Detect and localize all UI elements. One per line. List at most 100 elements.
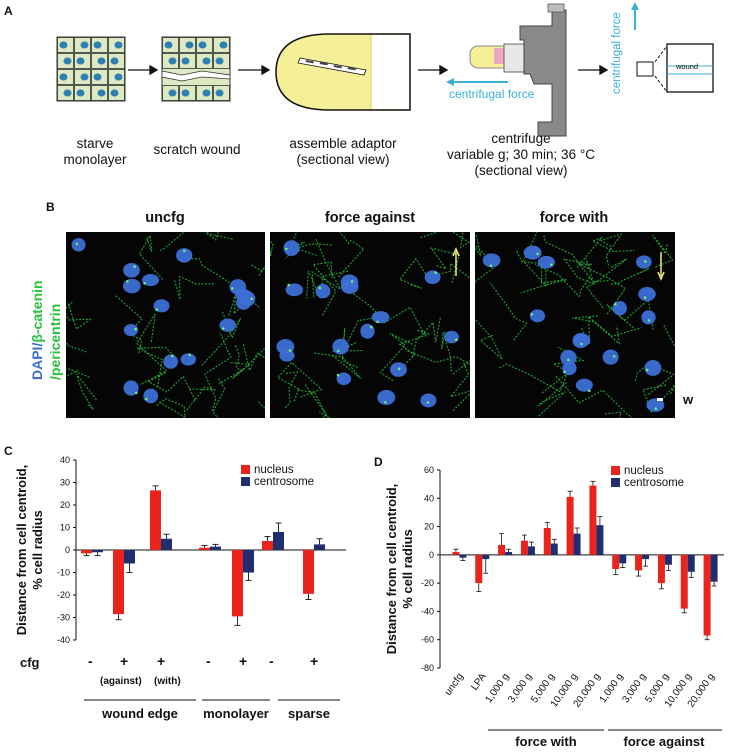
pericentrin-dot [231, 287, 234, 290]
nucleus-bar [232, 550, 243, 617]
beta-catenin-membrane [242, 344, 265, 373]
cfg-sign: - [88, 653, 93, 669]
nucleus-bar [150, 490, 161, 550]
dapi-nucleus [180, 353, 197, 366]
y-tick-label: -20 [421, 578, 434, 588]
nucleus-bar [589, 485, 597, 555]
pericentrin-dot [489, 264, 493, 267]
group-monolayer: monolayer [203, 706, 269, 721]
cfg-sign: + [310, 653, 319, 669]
beta-catenin-membrane [642, 384, 675, 414]
beta-catenin-membrane [499, 363, 567, 393]
beta-catenin-membrane [75, 373, 97, 410]
nucleus-bar [680, 554, 688, 609]
centrosome-bar [161, 538, 172, 550]
dapi-nucleus [641, 310, 656, 325]
panel-a-label: A [4, 4, 13, 18]
centrosome-bar [210, 546, 221, 550]
beta-catenin-membrane [234, 345, 265, 372]
pericentrin-dot [144, 397, 148, 401]
beta-catenin-membrane [66, 367, 90, 378]
pericentrin-dot [645, 368, 649, 372]
y-axis-label-line1: Distance from cell centroid, [384, 484, 399, 655]
beta-catenin-membrane [652, 234, 674, 268]
pericentrin-dot [643, 260, 647, 263]
beta-catenin-membrane [398, 329, 431, 368]
beta-catenin-membrane [572, 315, 620, 345]
column-force-with-header: force with [539, 210, 609, 226]
dapi-nucleus [636, 255, 652, 269]
beta-catenin-membrane [293, 388, 329, 418]
dapi-nucleus [420, 393, 437, 408]
dapi-nucleus [371, 311, 390, 324]
pericentrin-dot [580, 342, 583, 346]
wound-label: wound [676, 62, 699, 71]
nucleus-bar [657, 554, 665, 584]
scale-bar [657, 398, 663, 401]
beta-catenin-membrane [159, 232, 219, 252]
pericentrin-dot [133, 265, 136, 269]
x-tick-label: LPA [469, 671, 489, 692]
pericentrin-dot [643, 296, 647, 299]
pericentrin-dot [536, 252, 539, 256]
cfg-sign: + [120, 653, 129, 669]
legend-label: centrosome [254, 476, 314, 488]
beta-catenin-membrane [562, 257, 595, 285]
centrosome-bar [92, 550, 103, 553]
centrosome-bar [505, 552, 513, 555]
y-tick-label: 40 [60, 455, 70, 465]
pericentrin-dot [567, 358, 570, 362]
legend-label: centrosome [624, 477, 684, 489]
beta-catenin-membrane [599, 233, 623, 266]
pericentrin-dot [654, 407, 658, 411]
pericentrin-dot [550, 263, 553, 266]
dapi-nucleus [336, 372, 352, 386]
pericentrin-dot [434, 271, 437, 275]
y-tick-label: -20 [57, 590, 70, 600]
y-tick-label: 20 [60, 500, 70, 510]
centrosome-bar [642, 554, 650, 560]
beta-catenin-membrane [66, 303, 92, 330]
nucleus-bar [520, 540, 528, 555]
dapi-nucleus [332, 338, 349, 355]
dapi-nucleus [340, 279, 359, 294]
dapi-nucleus [176, 248, 193, 263]
cfg-sign: + [157, 653, 166, 669]
nucleus-bar [498, 544, 506, 555]
beta-catenin-membrane [218, 362, 251, 385]
arrow-down-icon [657, 271, 665, 281]
beta-catenin-membrane [449, 361, 470, 411]
legend-swatch [241, 465, 250, 474]
beta-catenin-membrane [306, 270, 349, 301]
pericentrin-dot [134, 391, 138, 395]
y-tick-label: -40 [421, 606, 434, 616]
beta-catenin-membrane [276, 361, 323, 398]
against-label: (against) [100, 676, 142, 687]
dapi-nucleus [71, 238, 86, 252]
with-label: (with) [154, 676, 181, 687]
beta-catenin-membrane [66, 341, 87, 353]
centrifugal-force-label: centrifugal force [449, 87, 535, 101]
beta-catenin-membrane [535, 263, 591, 298]
dapi-nucleus [142, 274, 160, 287]
pericentrin-dot [75, 242, 79, 246]
dapi-nucleus [229, 279, 247, 295]
y-tick-label: 30 [60, 478, 70, 488]
nucleus-bar [566, 496, 574, 555]
pericentrin-dot [587, 389, 591, 393]
dapi-nucleus [575, 378, 593, 392]
pericentrin-dot [183, 249, 186, 253]
nucleus-bar [303, 550, 314, 594]
dapi-nucleus [283, 240, 300, 256]
centrosome-bar [710, 554, 718, 582]
beta-catenin-membrane [311, 238, 342, 298]
pericentrin-dot [285, 247, 288, 251]
centrosome-bar [596, 525, 604, 555]
beta-catenin-membrane [251, 264, 265, 272]
y-tick-label: -10 [57, 568, 70, 578]
nucleus-bar [543, 527, 551, 555]
pericentrin-dot [287, 283, 290, 287]
nucleus-bar [703, 554, 711, 636]
panel-b-w-label: w [683, 392, 694, 407]
step-centrifuge-caption: centrifuge variable g; 30 min; 36 °C (sect… [447, 131, 595, 178]
